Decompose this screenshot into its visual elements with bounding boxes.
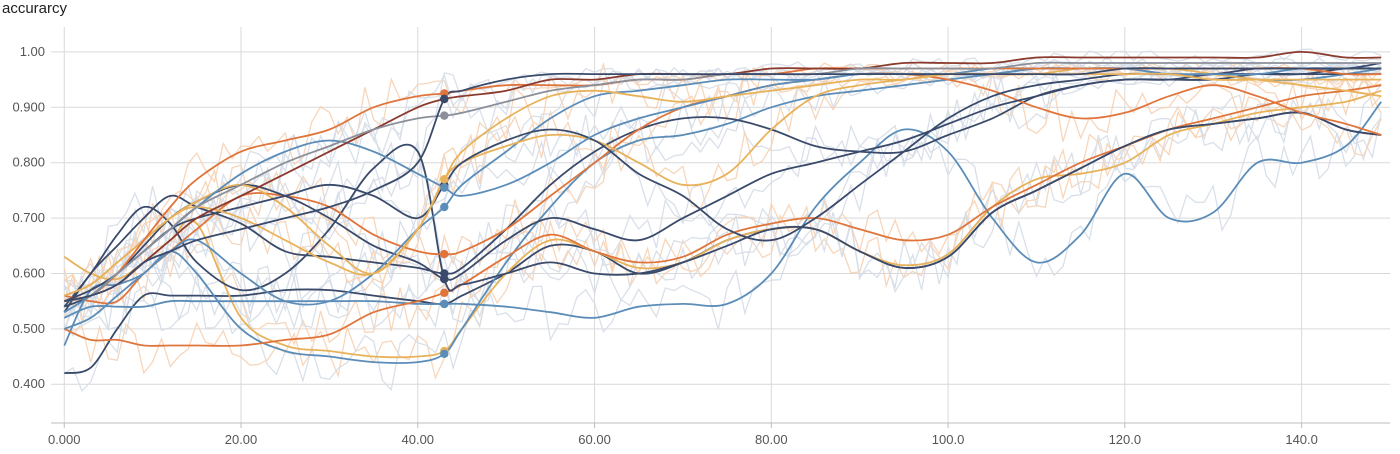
series-marker [440, 94, 449, 104]
series-line[interactable] [63, 101, 1382, 319]
series-line[interactable] [63, 111, 1382, 308]
raw-series-line [63, 62, 1382, 309]
series-marker [440, 175, 449, 184]
y-tick-label: 0.700 [12, 210, 45, 225]
series-marker [440, 202, 449, 212]
y-tick-label: 0.500 [12, 321, 45, 336]
y-tick-label: 0.600 [12, 265, 45, 280]
series-line[interactable] [63, 89, 1382, 359]
grid [51, 27, 1390, 423]
smoothed-series-layer [63, 51, 1382, 375]
series-marker [440, 349, 449, 358]
series-line[interactable] [63, 72, 1382, 297]
x-tick-label: 120.0 [1109, 432, 1142, 447]
series-marker [440, 274, 449, 284]
raw-series-line [63, 74, 1382, 380]
raw-series-line [63, 61, 1382, 316]
series-line[interactable] [63, 67, 1382, 313]
marker-layer [440, 89, 449, 358]
x-tick-label: 80.00 [755, 432, 788, 447]
y-tick-label: 1.00 [20, 44, 45, 59]
series-marker [440, 299, 449, 309]
series-marker [440, 111, 449, 120]
raw-series-line [63, 94, 1382, 317]
x-tick-label: 40.00 [402, 432, 435, 447]
series-marker [440, 288, 449, 298]
axes: 0.400 0.500 0.600 0.700 0.800 0.900 1.00 0.000 2… [12, 44, 1390, 447]
series-line[interactable] [63, 67, 1382, 364]
x-tick-label: 20.00 [225, 432, 258, 447]
series-line[interactable] [63, 72, 1382, 303]
x-tick-label: 100.0 [932, 432, 965, 447]
chart-title: accurarcy [2, 0, 68, 17]
x-tick-label: 0.000 [48, 432, 81, 447]
raw-series-layer [63, 48, 1382, 392]
series-line[interactable] [64, 61, 1382, 303]
raw-series-line [63, 48, 1382, 317]
y-tick-label: 0.400 [12, 376, 45, 391]
x-tick-label: 60.00 [578, 432, 611, 447]
y-tick-label: 0.800 [12, 155, 45, 170]
series-line[interactable] [64, 67, 1382, 303]
y-tick-label: 0.900 [12, 99, 45, 114]
x-tick-label: 140.0 [1285, 432, 1318, 447]
series-marker [440, 183, 449, 192]
raw-series-line [64, 67, 1382, 318]
series-marker [440, 249, 449, 259]
